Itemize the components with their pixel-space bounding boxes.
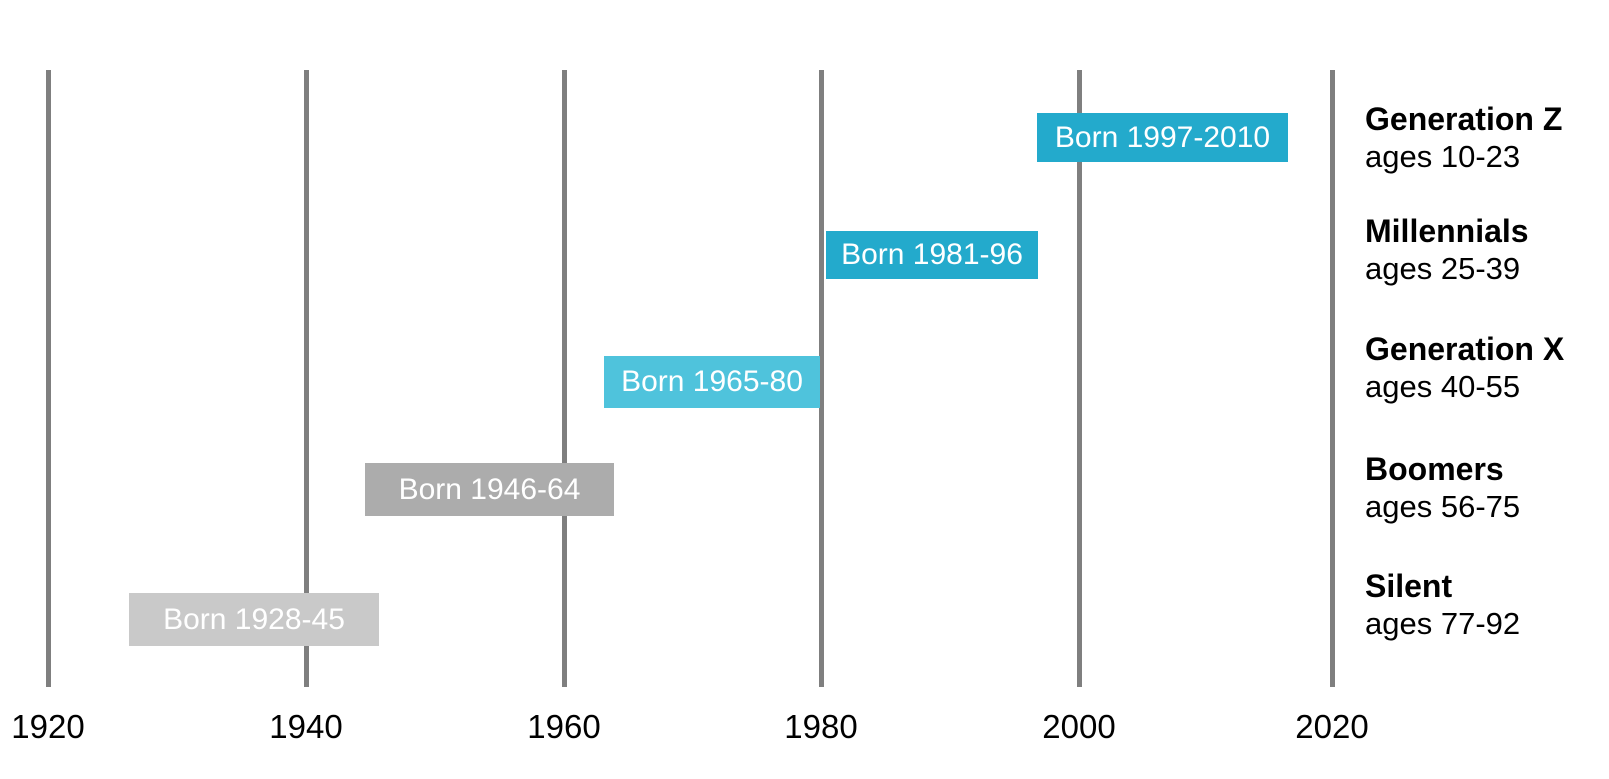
generation-bar: Born 1981-96 xyxy=(826,231,1038,279)
generation-bar: Born 1997-2010 xyxy=(1037,113,1288,162)
legend-generation-name: Generation X xyxy=(1365,331,1565,367)
axis-tick-label: 1980 xyxy=(784,708,858,745)
year-gridline xyxy=(561,70,567,687)
axis-tick-label: 1960 xyxy=(527,708,601,745)
generation-bar: Born 1946-64 xyxy=(365,463,614,516)
bar-label: Born 1997-2010 xyxy=(1054,120,1271,154)
legend-ages-range: ages 25-39 xyxy=(1365,251,1521,286)
generation-bar: Born 1928-45 xyxy=(129,593,379,646)
legend-item: Boomers ages 56-75 xyxy=(1365,450,1520,526)
legend-ages-range: ages 40-55 xyxy=(1365,369,1521,404)
legend-item: Silent ages 77-92 xyxy=(1365,567,1520,643)
legend-ages-range: ages 10-23 xyxy=(1365,139,1521,174)
legend-generation-name: Boomers xyxy=(1365,451,1504,487)
legend-generation-name: Generation Z xyxy=(1365,101,1563,137)
year-gridline xyxy=(303,70,309,687)
year-gridline xyxy=(818,70,824,687)
axis-tick-label: 1940 xyxy=(269,708,343,745)
year-gridline xyxy=(45,70,51,687)
axis-tick-label: 1920 xyxy=(11,708,85,745)
axis-tick-label: 2000 xyxy=(1042,708,1116,745)
year-gridline xyxy=(1076,70,1082,687)
legend-generation-name: Silent xyxy=(1365,568,1453,604)
bar-label: Born 1965-80 xyxy=(621,365,803,398)
generation-bar: Born 1965-80 xyxy=(604,356,820,408)
year-gridline xyxy=(1329,70,1335,687)
legend-item: Millennials ages 25-39 xyxy=(1365,212,1529,288)
legend-ages-range: ages 56-75 xyxy=(1365,489,1521,524)
bar-label: Born 1946-64 xyxy=(398,472,581,506)
legend-ages-range: ages 77-92 xyxy=(1365,606,1521,641)
bar-label: Born 1981-96 xyxy=(841,238,1023,271)
bar-label: Born 1928-45 xyxy=(163,602,345,636)
legend-generation-name: Millennials xyxy=(1365,213,1529,249)
axis-tick-label: 2020 xyxy=(1295,708,1369,745)
